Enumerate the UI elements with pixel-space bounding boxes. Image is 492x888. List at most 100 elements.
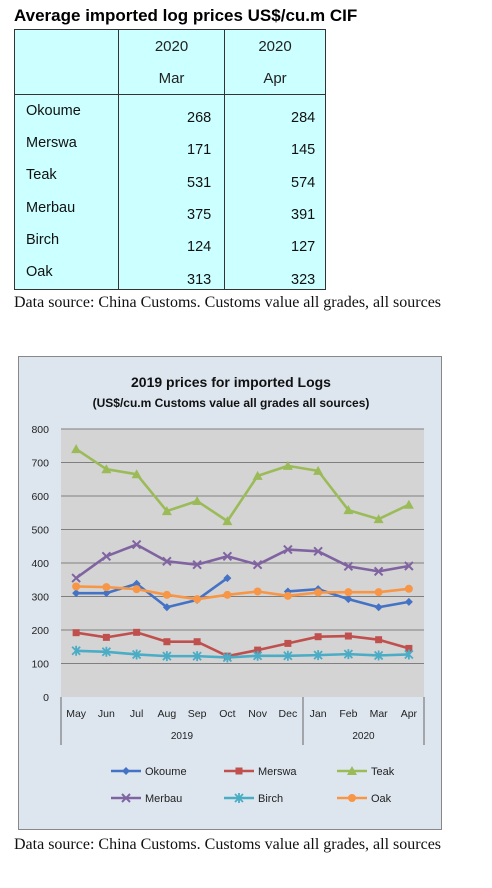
data-point-birch	[101, 646, 112, 657]
header-year: 2020	[258, 38, 292, 55]
price-value: 391	[291, 207, 316, 223]
species-label: Merbau	[26, 200, 76, 216]
x-tick-label: Apr	[401, 708, 418, 720]
price-value: 574	[291, 175, 316, 191]
legend-label: Birch	[258, 793, 283, 805]
data-point-okoume	[102, 589, 111, 598]
x-tick-label: Jul	[130, 708, 143, 720]
legend-marker-merbau	[121, 793, 131, 803]
data-point-merbau	[404, 561, 414, 571]
species-label: Merswa	[26, 135, 77, 151]
data-point-oak	[283, 591, 292, 600]
data-point-merbau	[222, 551, 233, 562]
price-value: 313	[187, 272, 212, 288]
species-label: Teak	[26, 167, 57, 183]
header-year: 2020	[154, 38, 189, 55]
data-point-merbau	[192, 559, 202, 570]
data-point-merbau	[373, 566, 384, 577]
data-point-merswa	[254, 646, 262, 654]
mar-column: 268 171 531 375 124 313	[118, 94, 225, 290]
price-value: 268	[187, 110, 212, 126]
x-tick-label: May	[66, 708, 87, 720]
series-line-teak	[75, 448, 410, 523]
data-point-merbau	[101, 551, 112, 562]
legend-marker-birch	[234, 793, 244, 803]
header-col-apr: 2020 Apr	[224, 29, 326, 95]
x-tick-label: Sep	[188, 708, 207, 720]
price-value: 531	[187, 175, 212, 191]
x-tick-label: Feb	[339, 708, 357, 720]
header-month: Mar	[158, 70, 185, 87]
chart-svg: 2019 prices for imported Logs (US$/cu.m C…	[31, 374, 425, 805]
data-point-teak	[101, 464, 112, 474]
x-tick-label: Jan	[310, 708, 327, 720]
data-point-oak	[344, 588, 353, 597]
data-point-oak	[253, 587, 262, 596]
data-point-teak	[131, 469, 142, 479]
header-month: Apr	[263, 70, 287, 87]
data-point-merswa	[72, 629, 80, 637]
data-point-teak	[252, 470, 263, 480]
data-point-teak	[313, 465, 324, 475]
price-value: 127	[291, 239, 316, 255]
x-tick-label: Mar	[370, 708, 389, 720]
data-point-okoume	[223, 574, 232, 583]
header-empty-cell	[14, 29, 119, 95]
data-point-oak	[314, 588, 323, 597]
price-table: 2020 Mar 2020 Apr Okoume Merswa Teak Mer…	[14, 29, 326, 290]
data-point-oak	[404, 584, 413, 593]
price-value: 171	[187, 142, 212, 158]
y-tick-label: 100	[31, 659, 49, 671]
species-label: Okoume	[26, 103, 81, 119]
legend-label: Teak	[371, 766, 395, 778]
price-value: 323	[291, 272, 316, 288]
data-point-merbau	[162, 556, 172, 567]
data-point-birch	[71, 645, 81, 656]
data-point-birch	[162, 651, 172, 662]
data-point-okoume	[374, 603, 383, 612]
y-tick-label: 0	[43, 692, 49, 704]
x-tick-label: Jun	[98, 708, 115, 720]
data-point-oak	[72, 582, 81, 591]
y-tick-label: 800	[31, 424, 49, 436]
legend-marker-okoume	[122, 767, 130, 775]
data-point-merswa	[344, 632, 352, 640]
data-point-merswa	[133, 628, 141, 636]
y-tick-label: 500	[31, 525, 49, 537]
data-point-okoume	[132, 579, 141, 588]
legend-label: Oak	[371, 793, 392, 805]
data-point-teak	[403, 499, 414, 509]
data-point-okoume	[404, 597, 413, 606]
data-point-birch	[131, 649, 142, 660]
data-point-merbau	[313, 546, 323, 556]
data-point-oak	[193, 595, 202, 604]
legend-marker-teak	[347, 766, 357, 775]
data-point-okoume	[344, 595, 353, 604]
data-point-oak	[374, 588, 383, 597]
data-point-merbau	[343, 561, 354, 572]
data-point-merswa	[163, 638, 171, 646]
x-group-label: 2020	[352, 731, 375, 742]
data-point-teak	[71, 444, 82, 454]
series-line-oak	[76, 585, 410, 601]
price-value: 145	[291, 142, 316, 158]
species-label: Birch	[26, 232, 60, 248]
data-point-oak	[132, 585, 141, 594]
data-source-note: Data source: China Customs. Customs valu…	[14, 294, 442, 311]
data-point-teak	[373, 514, 384, 524]
data-point-teak	[343, 505, 354, 515]
series-line-merswa	[75, 631, 410, 658]
x-tick-label: Oct	[219, 708, 235, 720]
data-point-okoume	[162, 603, 171, 612]
data-point-merbau	[131, 539, 142, 550]
series-line-merbau	[75, 543, 410, 580]
y-tick-label: 700	[31, 458, 49, 470]
data-point-teak	[222, 516, 233, 526]
data-point-merswa	[375, 636, 383, 644]
legend-marker-merswa	[235, 767, 243, 775]
data-point-birch	[404, 649, 414, 660]
data-point-birch	[222, 652, 233, 663]
species-label: Oak	[26, 264, 53, 280]
legend-label: Okoume	[145, 766, 187, 778]
data-point-oak	[223, 590, 232, 599]
